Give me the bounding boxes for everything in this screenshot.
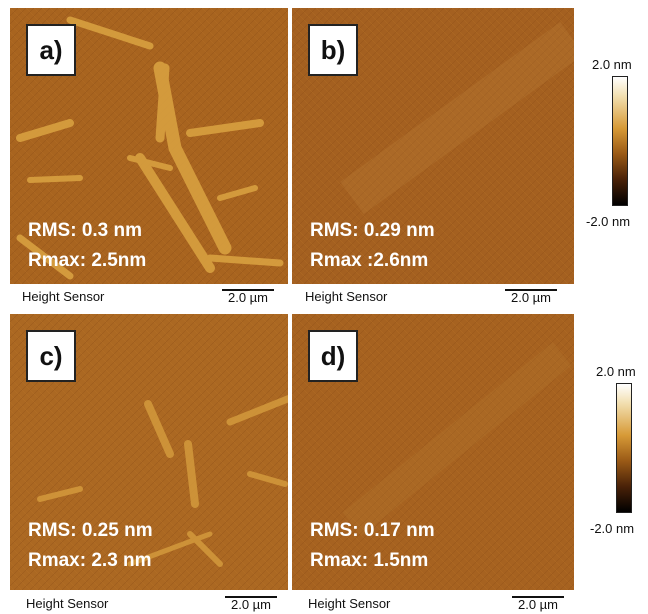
colorbar-max-label-bottom: 2.0 nm <box>596 364 636 379</box>
rms-value-c: RMS: 0.25 nm <box>28 520 153 541</box>
rmax-value-b: Rmax :2.6nm <box>310 250 429 271</box>
scale-bar-c: 2.0 µm <box>225 596 277 612</box>
sensor-label-c: Height Sensor <box>26 596 109 611</box>
panel-label-c: c) <box>26 330 76 382</box>
afm-image-a: a) RMS: 0.3 nm Rmax: 2.5nm <box>10 8 288 284</box>
rms-value-b: RMS: 0.29 nm <box>310 220 435 241</box>
afm-surface-d <box>292 314 574 590</box>
afm-image-d: d) RMS: 0.17 nm Rmax: 1.5nm <box>292 314 574 590</box>
afm-image-c: c) RMS: 0.25 nm Rmax: 2.3 nm <box>10 314 288 590</box>
scale-bar-b: 2.0 µm <box>505 289 557 305</box>
panel-label-a: a) <box>26 24 76 76</box>
sensor-label-a: Height Sensor <box>22 289 105 304</box>
colorbar-top <box>612 76 628 206</box>
rms-value-a: RMS: 0.3 nm <box>28 220 143 241</box>
panel-label-d: d) <box>308 330 358 382</box>
colorbar-max-label-top: 2.0 nm <box>592 57 632 72</box>
colorbar-min-label-bottom: -2.0 nm <box>590 521 635 536</box>
scale-bar-d: 2.0 µm <box>512 596 564 612</box>
sensor-label-b: Height Sensor <box>305 289 388 304</box>
rmax-value-a: Rmax: 2.5nm <box>28 250 147 271</box>
rmax-value-c: Rmax: 2.3 nm <box>28 550 152 571</box>
rmax-value-d: Rmax: 1.5nm <box>310 550 429 571</box>
rms-value-d: RMS: 0.17 nm <box>310 520 435 541</box>
afm-image-b: b) RMS: 0.29 nm Rmax :2.6nm <box>292 8 574 284</box>
colorbar-bottom <box>616 383 632 513</box>
scale-bar-a: 2.0 µm <box>222 289 274 305</box>
colorbar-min-label-top: -2.0 nm <box>586 214 631 229</box>
sensor-label-d: Height Sensor <box>308 596 391 611</box>
panel-label-b: b) <box>308 24 358 76</box>
